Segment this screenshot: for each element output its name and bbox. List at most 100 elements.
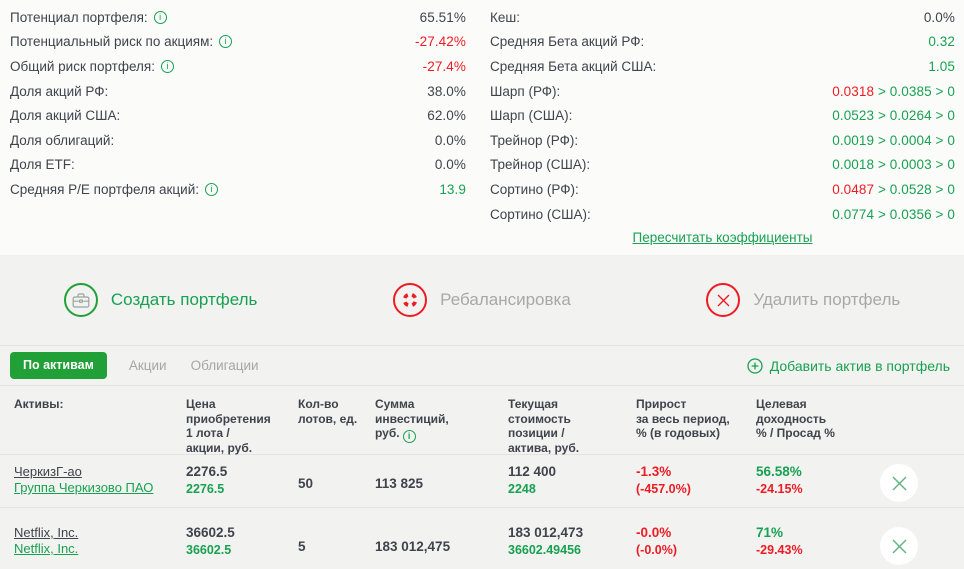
target-cell: 56.58% -24.15% bbox=[756, 464, 803, 496]
coefficients-list: Кеш: 0.0% Средняя Бета акций РФ: 0.32 Средня… bbox=[490, 5, 955, 226]
remove-cell bbox=[868, 527, 950, 565]
remove-asset-button[interactable] bbox=[880, 527, 918, 565]
column-header-assets: Активы: bbox=[14, 397, 64, 411]
metric-row: Шарп (США): 0.0523 > 0.0264 > 0 bbox=[490, 103, 955, 128]
metric-label: Кеш: bbox=[490, 9, 520, 25]
metric-value: 38.0% bbox=[427, 83, 466, 99]
tabs-bar: По активам Акции Облигации Добавить актив … bbox=[0, 345, 964, 385]
metric-row: Средняя Бета акций США: 1.05 bbox=[490, 54, 955, 79]
asset-cell: Netflix, Inc. Netflix, Inc. bbox=[14, 525, 186, 556]
metric-value: -27.42% bbox=[415, 34, 466, 50]
tab-stocks[interactable]: Акции bbox=[128, 358, 167, 373]
metric-label: Потенциальный риск по акциям: i bbox=[10, 34, 233, 49]
close-icon bbox=[891, 538, 908, 555]
metric-row: Кеш: 0.0% bbox=[490, 5, 955, 30]
table-row: Netflix, Inc. Netflix, Inc. 36602.5 36602.5… bbox=[0, 508, 964, 569]
metric-value: 0.0487 > 0.0528 > 0 bbox=[832, 181, 955, 197]
portfolio-summary-section: Потенциал портфеля: i 65.51% Потенциальный … bbox=[0, 0, 964, 255]
metric-value: -27.4% bbox=[422, 58, 466, 74]
table-row: ЧеркизГ-ао Группа Черкизово ПАО 2276.5 2276… bbox=[0, 455, 964, 508]
column-header-growth: Прирост за весь период, % (в годовых) bbox=[636, 397, 730, 440]
assets-table-header: Активы: Цена приобретения 1 лота / акции,… bbox=[0, 385, 964, 455]
metric-row: Средняя P/E портфеля акций: i 13.9 bbox=[10, 177, 466, 202]
metric-value: 0.0019 > 0.0004 > 0 bbox=[832, 132, 955, 148]
metric-value: 0.0523 > 0.0264 > 0 bbox=[832, 108, 955, 124]
metric-label: Сортино (США): bbox=[490, 206, 591, 222]
info-icon[interactable]: i bbox=[160, 59, 174, 73]
invested-cell: 183 012,475 bbox=[375, 538, 451, 554]
price-cell: 36602.5 36602.5 bbox=[186, 525, 235, 557]
metric-label: Средняя Бета акций РФ: bbox=[490, 34, 645, 50]
lots-cell: 50 bbox=[298, 475, 314, 491]
briefcase-icon bbox=[63, 283, 98, 317]
metric-value: 13.9 bbox=[439, 181, 466, 197]
current-cell: 112 400 2248 bbox=[508, 464, 557, 496]
asset-ticker-link[interactable]: ЧеркизГ-ао bbox=[14, 464, 82, 479]
metric-value: 0.32 bbox=[928, 34, 955, 50]
info-icon[interactable]: i bbox=[402, 430, 416, 443]
metric-value: 0.0018 > 0.0003 > 0 bbox=[832, 157, 955, 173]
delete-portfolio-button[interactable]: Удалить портфель bbox=[643, 283, 964, 317]
growth-cell: -0.0% (-0.0%) bbox=[636, 525, 677, 557]
column-header-target: Целевая доходность % / Просад % bbox=[756, 397, 835, 440]
portfolio-summary-right: Кеш: 0.0% Средняя Бета акций РФ: 0.32 Средня… bbox=[482, 5, 964, 255]
tab-bonds[interactable]: Облигации bbox=[190, 358, 259, 373]
portfolio-actions-bar: Создать портфель Ребалансировка Удалить по… bbox=[0, 255, 964, 345]
portfolio-summary-left: Потенциал портфеля: i 65.51% Потенциальный … bbox=[0, 5, 482, 255]
refresh-icon bbox=[393, 283, 428, 317]
metric-value: 0.0% bbox=[434, 157, 466, 173]
remove-asset-button[interactable] bbox=[880, 464, 918, 502]
info-icon[interactable]: i bbox=[204, 182, 218, 196]
metric-row: Трейнор (США): 0.0018 > 0.0003 > 0 bbox=[490, 153, 955, 178]
add-asset-label: Добавить актив в портфель bbox=[769, 357, 950, 374]
metric-label: Шарп (РФ): bbox=[490, 83, 561, 99]
rebalance-button[interactable]: Ребалансировка bbox=[321, 283, 642, 317]
metric-label: Доля акций США: bbox=[10, 108, 121, 124]
metric-label: Общий риск портфеля: i bbox=[10, 59, 174, 74]
recalculate-coefficients-link[interactable]: Пересчитать коэффициенты bbox=[632, 230, 813, 246]
asset-company-link[interactable]: Группа Черкизово ПАО bbox=[14, 480, 154, 495]
metric-label: Трейнор (РФ): bbox=[490, 132, 579, 148]
add-asset-link[interactable]: Добавить актив в портфель bbox=[747, 358, 950, 374]
metric-label: Средняя P/E портфеля акций: i bbox=[10, 182, 218, 197]
metric-value: 0.0774 > 0.0356 > 0 bbox=[832, 206, 955, 222]
metric-row: Доля ETF: 0.0% bbox=[10, 153, 466, 178]
plus-circle-icon bbox=[747, 357, 763, 374]
asset-cell: ЧеркизГ-ао Группа Черкизово ПАО bbox=[14, 464, 186, 495]
rebalance-label: Ребалансировка bbox=[440, 290, 571, 309]
invested-cell: 113 825 bbox=[375, 475, 424, 491]
cross-circle-icon bbox=[706, 283, 741, 317]
remove-cell bbox=[868, 464, 950, 502]
create-portfolio-button[interactable]: Создать портфель bbox=[0, 283, 321, 317]
metric-row: Потенциал портфеля: i 65.51% bbox=[10, 5, 466, 30]
metric-row: Общий риск портфеля: i -27.4% bbox=[10, 54, 466, 79]
column-header-price: Цена приобретения 1 лота / акции, руб. bbox=[186, 397, 271, 455]
metric-value: 0.0% bbox=[434, 132, 466, 148]
column-header-current: Текущая стоимость позиции / актива, руб. bbox=[508, 397, 580, 455]
close-icon bbox=[891, 475, 908, 492]
metric-row: Трейнор (РФ): 0.0019 > 0.0004 > 0 bbox=[490, 128, 955, 153]
metric-label: Трейнор (США): bbox=[490, 157, 591, 173]
asset-company-link[interactable]: Netflix, Inc. bbox=[14, 541, 79, 556]
assets-table-body: ЧеркизГ-ао Группа Черкизово ПАО 2276.5 2276… bbox=[0, 455, 964, 569]
create-portfolio-label: Создать портфель bbox=[110, 290, 258, 309]
metric-label: Потенциал портфеля: i bbox=[10, 10, 167, 25]
price-cell: 2276.5 2276.5 bbox=[186, 464, 228, 496]
lots-cell: 5 bbox=[298, 538, 306, 554]
growth-cell: -1.3% (-457.0%) bbox=[636, 464, 691, 496]
info-icon[interactable]: i bbox=[153, 10, 167, 24]
metric-value: 62.0% bbox=[427, 108, 466, 124]
current-cell: 183 012,473 36602.49456 bbox=[508, 525, 584, 557]
metric-row: Потенциальный риск по акциям: i -27.42% bbox=[10, 30, 466, 55]
metric-row: Доля акций США: 62.0% bbox=[10, 103, 466, 128]
tab-by-assets[interactable]: По активам bbox=[10, 352, 107, 379]
metric-row: Сортино (США): 0.0774 > 0.0356 > 0 bbox=[490, 202, 955, 227]
metric-label: Средняя Бета акций США: bbox=[490, 58, 657, 74]
asset-ticker-link[interactable]: Netflix, Inc. bbox=[14, 525, 79, 540]
metric-label: Сортино (РФ): bbox=[490, 181, 579, 197]
info-icon[interactable]: i bbox=[219, 35, 233, 49]
column-header-invested: Сумма инвестиций, руб. i bbox=[375, 397, 449, 443]
metric-value: 0.0% bbox=[923, 9, 955, 25]
metric-row: Доля облигаций: 0.0% bbox=[10, 128, 466, 153]
metric-value: 65.51% bbox=[419, 9, 466, 25]
